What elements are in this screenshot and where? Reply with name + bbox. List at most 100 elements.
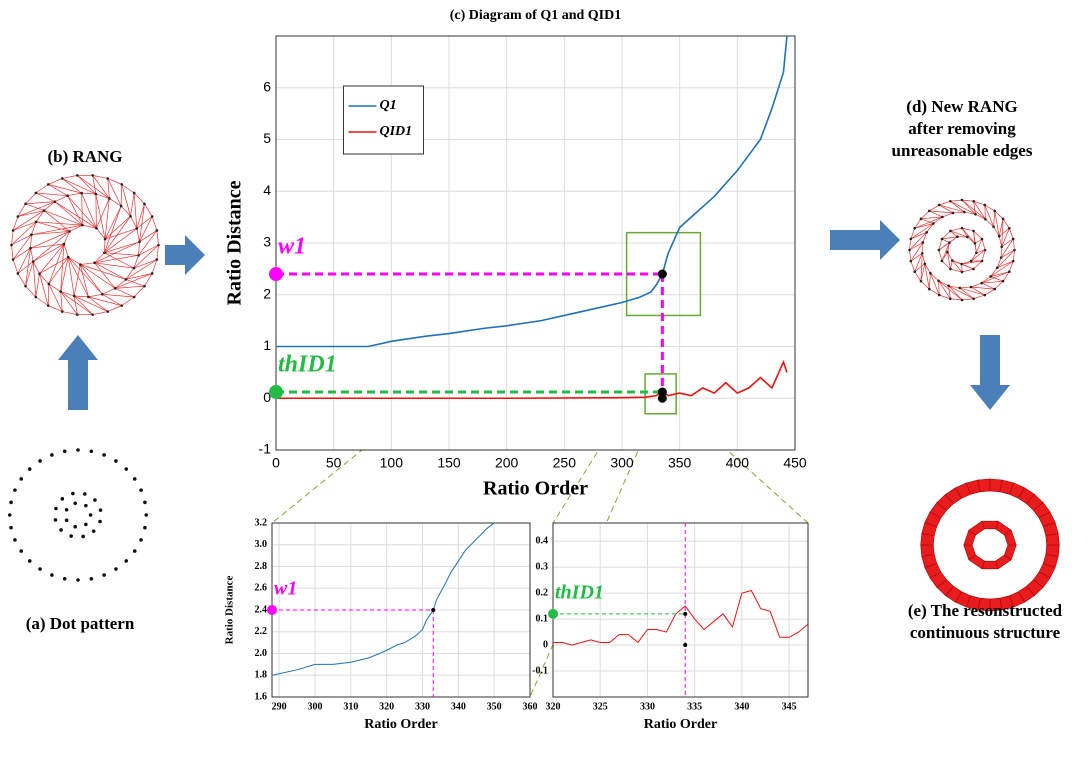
edge xyxy=(67,192,82,197)
panel-label: (e) The resonstructed xyxy=(908,601,1063,620)
edge xyxy=(32,261,37,298)
edge xyxy=(133,192,145,205)
node xyxy=(960,270,964,274)
edge xyxy=(60,291,78,315)
edge xyxy=(138,244,159,256)
dot xyxy=(83,492,87,496)
edge xyxy=(104,198,110,240)
edge xyxy=(30,234,32,249)
node xyxy=(24,202,27,206)
edge xyxy=(941,236,958,240)
node xyxy=(10,243,13,247)
edge xyxy=(959,287,985,296)
edge xyxy=(77,175,110,199)
edge xyxy=(102,293,135,298)
edge xyxy=(96,227,106,240)
dot xyxy=(139,538,143,542)
edge xyxy=(998,228,1010,237)
edge xyxy=(104,252,139,256)
node xyxy=(143,202,146,206)
edge xyxy=(115,273,153,289)
node xyxy=(24,284,27,288)
edge xyxy=(133,244,159,269)
edge xyxy=(104,205,122,253)
edge xyxy=(104,216,131,240)
node xyxy=(972,199,975,203)
dot xyxy=(132,477,137,481)
edge xyxy=(984,204,994,227)
edge xyxy=(961,227,974,232)
x-tick-label: 200 xyxy=(495,455,519,471)
edge xyxy=(48,283,63,312)
dot xyxy=(144,513,149,517)
edge xyxy=(60,256,69,292)
edge xyxy=(1008,228,1014,239)
dot xyxy=(54,506,58,511)
edge xyxy=(920,280,930,290)
node xyxy=(34,220,38,224)
edge xyxy=(922,232,928,243)
edge xyxy=(62,178,96,195)
dot xyxy=(73,501,77,506)
edge xyxy=(11,234,32,246)
edge xyxy=(17,203,26,217)
x-tick-label: 150 xyxy=(437,455,461,471)
plot-frame xyxy=(275,35,796,451)
node xyxy=(956,235,959,239)
dot xyxy=(124,467,129,471)
edge xyxy=(981,276,991,284)
dot xyxy=(13,488,17,492)
edge xyxy=(80,264,127,280)
node xyxy=(106,177,110,180)
edge xyxy=(1002,271,1010,282)
annotation-dot xyxy=(548,608,558,619)
y-tick-label: 6 xyxy=(263,78,271,94)
edge xyxy=(94,262,127,280)
edge xyxy=(1001,228,1010,247)
y-tick-label: 0.2 xyxy=(536,587,549,598)
node xyxy=(155,258,159,261)
edge xyxy=(92,311,108,315)
edge xyxy=(48,283,61,292)
edge xyxy=(921,242,924,254)
edge xyxy=(63,231,70,245)
dot xyxy=(62,449,67,454)
edge xyxy=(35,296,49,306)
x-tick-label: 0 xyxy=(272,455,280,471)
x-tick-label: 250 xyxy=(553,455,577,471)
edge xyxy=(920,253,923,282)
edge xyxy=(25,192,37,205)
edge xyxy=(950,260,953,270)
edge xyxy=(88,296,122,306)
node xyxy=(16,272,20,275)
edge xyxy=(973,294,985,300)
edge xyxy=(48,305,63,312)
edge xyxy=(77,175,97,195)
edge xyxy=(929,288,940,296)
edge xyxy=(981,271,1010,284)
legend-box xyxy=(342,85,424,155)
edge xyxy=(114,279,127,289)
node xyxy=(937,248,941,252)
edge xyxy=(62,311,78,315)
dot xyxy=(76,578,80,582)
node xyxy=(103,237,107,241)
edge xyxy=(948,285,963,301)
edge xyxy=(939,204,965,213)
node xyxy=(31,260,35,263)
edge xyxy=(104,216,131,253)
edge xyxy=(998,236,1003,247)
node xyxy=(949,199,952,203)
edge xyxy=(971,286,995,290)
x-axis-label: Ratio Order xyxy=(364,717,437,732)
edge xyxy=(924,263,930,290)
node xyxy=(992,225,995,229)
edge xyxy=(961,260,972,265)
node xyxy=(958,286,962,290)
edge xyxy=(31,231,70,236)
node xyxy=(72,294,76,298)
dot xyxy=(73,524,77,529)
edge xyxy=(1002,218,1010,229)
edge xyxy=(975,213,986,220)
node xyxy=(949,267,952,271)
